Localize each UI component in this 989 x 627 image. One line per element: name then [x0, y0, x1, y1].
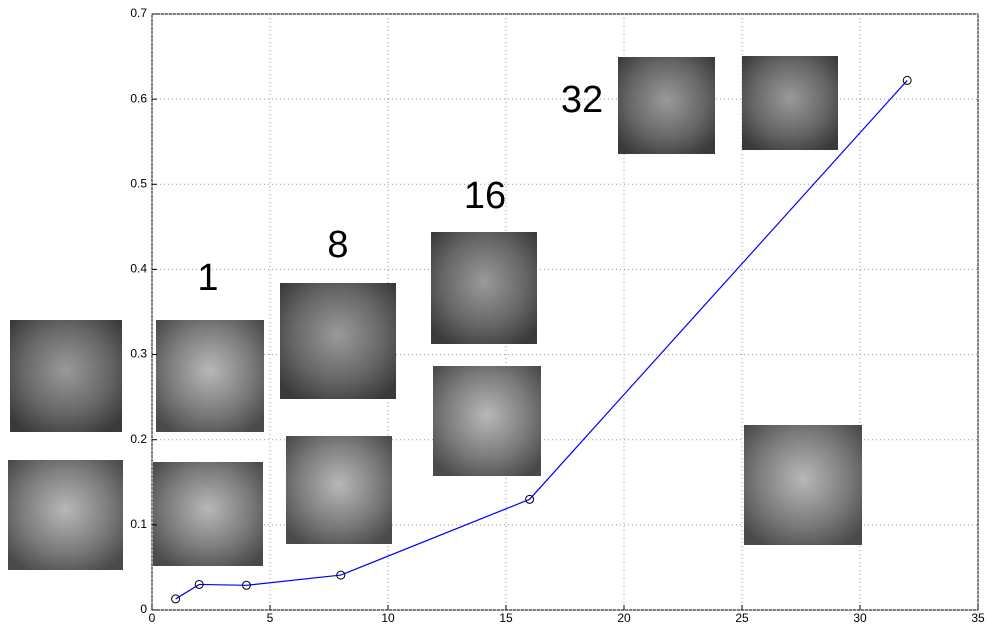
image: [280, 283, 396, 399]
point: [336, 570, 346, 580]
x-tick-label: 15: [499, 611, 513, 625]
x-tick-label: 0: [149, 611, 156, 625]
image: [8, 460, 123, 570]
x-tick-label: 30: [853, 611, 867, 625]
y-tick-label: 0.1: [130, 517, 147, 531]
image: [286, 436, 392, 544]
annotation: 1: [197, 257, 218, 299]
image: [153, 462, 263, 566]
image: [742, 56, 838, 150]
annotation: 8: [327, 224, 348, 266]
image: [618, 57, 715, 154]
y-tick-label: 0.6: [130, 91, 147, 105]
image: [433, 366, 541, 476]
image: [744, 425, 862, 545]
annotation: 16: [464, 175, 506, 217]
y-tick-label: 0.2: [130, 432, 147, 446]
series-line: [175, 80, 908, 600]
thumbnails: [8, 56, 862, 570]
x-tick-label: 5: [267, 611, 274, 625]
y-tick-label: 0.3: [130, 347, 147, 361]
point: [902, 75, 912, 85]
image: [431, 232, 537, 344]
y-tick-label: 0.4: [130, 262, 147, 276]
point: [171, 594, 181, 604]
x-tick-label: 10: [381, 611, 395, 625]
point: [525, 494, 535, 504]
y-tick-label: 0.7: [130, 6, 147, 20]
x-tick-label: 35: [971, 611, 985, 625]
image: [156, 320, 264, 432]
image: [10, 320, 122, 432]
y-tick-label: 0: [140, 602, 147, 616]
x-tick-label: 20: [617, 611, 631, 625]
x-tick-label: 25: [735, 611, 749, 625]
y-tick-label: 0.5: [130, 176, 147, 190]
point: [194, 579, 204, 589]
point: [241, 580, 251, 590]
annotation: 32: [561, 79, 603, 121]
